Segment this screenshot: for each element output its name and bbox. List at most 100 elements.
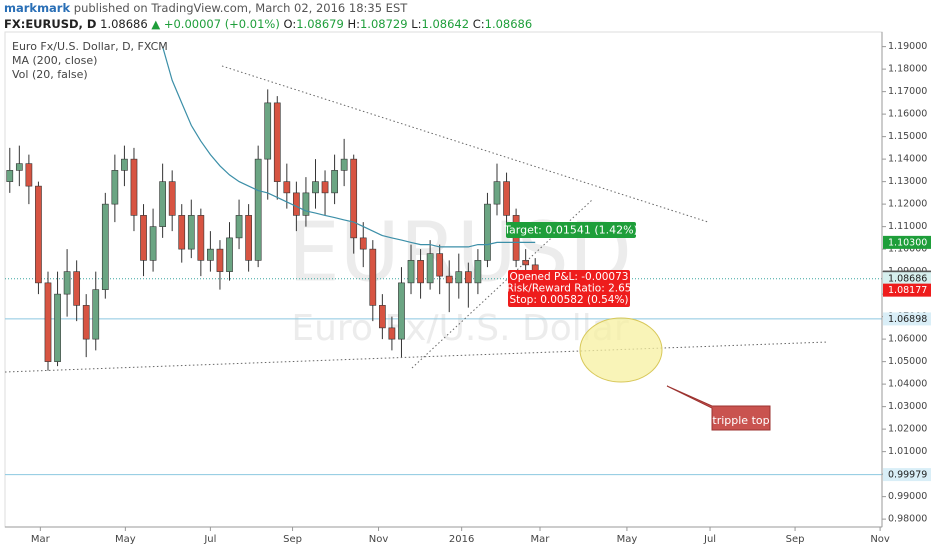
y-tick-label: 1.16000 (888, 109, 927, 120)
candle-body (484, 203, 491, 261)
legend-ma: MA (200, close) (12, 54, 97, 67)
y-tick-label: 1.11000 (888, 221, 927, 232)
candle-body (25, 163, 33, 187)
published: published on TradingView.com, March 02, … (73, 1, 408, 15)
header-line-1: markmark published on TradingView.com, M… (4, 0, 928, 16)
callout-text: tripple top (712, 414, 769, 427)
candle-body (398, 282, 405, 340)
candle-body (178, 215, 186, 250)
y-tick-label: 0.98000 (888, 514, 927, 525)
candle-body (245, 215, 252, 261)
y-tick-label: 1.03000 (888, 401, 927, 412)
y-tick-label: 1.15000 (888, 131, 927, 142)
price-badge-label: 1.10300 (888, 237, 927, 248)
y-tick-label: 1.13000 (888, 176, 927, 187)
x-tick-label: Sep (786, 534, 805, 545)
y-tick-label: 1.17000 (888, 86, 927, 97)
candle-body (54, 293, 61, 362)
low: 1.08642 (421, 17, 470, 31)
ratio-text: Risk/Reward Ratio: 2.65 (507, 283, 632, 295)
price-badge (883, 272, 931, 286)
candle-body (436, 253, 444, 277)
price-badge-label: 1.08177 (888, 285, 927, 296)
candle-body (445, 275, 453, 284)
candle-body (140, 215, 147, 261)
candle-body (130, 158, 138, 216)
candle-body (474, 260, 482, 284)
x-tick-label: Sep (283, 534, 302, 545)
candle-body (522, 260, 530, 266)
y-tick-label: 1.10000 (888, 244, 927, 255)
open: 1.08679 (296, 17, 344, 31)
h-label: H: (347, 17, 360, 31)
candle-body (455, 271, 463, 284)
stop-text: Stop: 0.00582 (0.54%) (509, 294, 628, 306)
ma-line (162, 46, 536, 248)
watermark-description: Euro Fx/U.S. Dollar (291, 308, 629, 349)
candle-body (197, 215, 205, 261)
author: markmark (4, 1, 71, 15)
candle-body (283, 181, 291, 194)
candle-body (82, 305, 90, 340)
candle-body (464, 271, 472, 284)
resistance-trendline (221, 65, 709, 223)
x-tick-label: May (115, 534, 136, 545)
x-tick-label: Nov (369, 534, 389, 545)
candle-body (168, 181, 176, 216)
header: markmark published on TradingView.com, M… (4, 0, 928, 32)
last-price: 1.08686 (100, 17, 148, 31)
candle-body (63, 271, 71, 295)
candle-body (493, 181, 501, 205)
candle-body (226, 237, 233, 272)
candle-body (331, 170, 338, 194)
candle-body (149, 226, 157, 261)
candle-body (503, 181, 510, 216)
candle-body (187, 215, 195, 250)
candle-body (111, 170, 119, 205)
candle-body (426, 253, 434, 284)
callout-box (666, 385, 771, 431)
price-badge-label: 1.08686 (888, 274, 927, 285)
l-label: L: (411, 17, 422, 31)
price-badge (883, 468, 931, 482)
drawings (5, 65, 829, 431)
candle-body (235, 215, 243, 239)
x-tick-label: Jul (203, 534, 216, 545)
o-label: O: (283, 17, 297, 31)
x-tick-label: Jul (703, 534, 716, 545)
candle-body (92, 289, 100, 340)
candle-body (207, 248, 214, 261)
high: 1.08729 (359, 17, 408, 31)
pnl-text: Opened P&L: -0.00073 (510, 271, 629, 283)
candle-body (407, 260, 415, 284)
target-text: Target: 0.01541 (1.42%) (503, 224, 638, 237)
candle-body (293, 192, 300, 216)
price-badge-label: 1.06898 (888, 314, 927, 325)
candle-body (264, 102, 272, 160)
x-tick-label: Mar (31, 534, 51, 545)
candle-body (254, 158, 262, 261)
y-tick-label: 1.06000 (888, 334, 927, 345)
candle-body (369, 248, 377, 306)
c-label: C: (472, 17, 485, 31)
y-tick-label: 1.19000 (888, 41, 927, 52)
candle-body (273, 102, 281, 182)
y-tick-label: 1.05000 (888, 356, 927, 367)
candle-body (6, 170, 14, 182)
candle-body (321, 181, 329, 194)
candle-body (379, 305, 386, 329)
y-tick-label: 1.12000 (888, 199, 927, 210)
candle-body (15, 163, 23, 171)
y-tick-label: 1.14000 (888, 154, 927, 165)
candle-body (312, 181, 319, 194)
price-badge-label: 0.99979 (888, 470, 927, 481)
x-tick-label: Nov (870, 534, 890, 545)
highlight-ellipse (579, 317, 663, 383)
legend-symbol: Euro Fx/U.S. Dollar, D, FXCM (12, 40, 168, 53)
y-tick-label: 1.02000 (888, 424, 927, 435)
candle-body (121, 158, 128, 171)
header-line-2: FX:EURUSD, D 1.08686 ▲ +0.00007 (+0.01%)… (4, 16, 928, 32)
candle-body (340, 158, 348, 171)
